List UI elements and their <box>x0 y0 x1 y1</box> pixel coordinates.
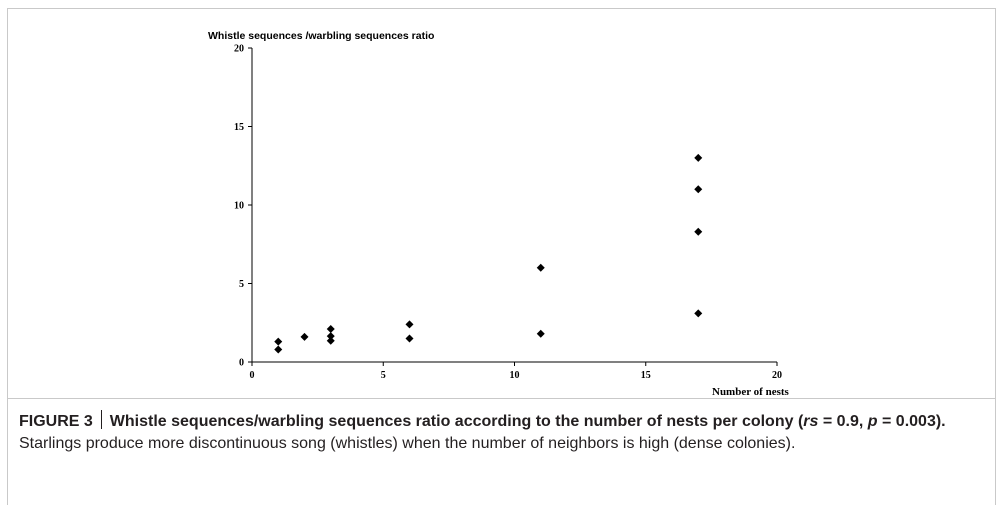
figure-frame <box>7 8 996 505</box>
x-tick-label: 5 <box>381 370 386 381</box>
data-point-diamond <box>405 320 414 329</box>
x-tick-label: 0 <box>250 370 255 381</box>
data-point-diamond <box>536 329 545 338</box>
scatter-chart: Whistle sequences /warbling sequences ra… <box>208 30 790 398</box>
data-point-diamond <box>536 263 545 272</box>
data-point-diamond <box>274 345 283 354</box>
x-tick-label: 20 <box>772 370 782 381</box>
caption-separator <box>100 410 102 429</box>
data-point-diamond <box>300 332 309 341</box>
data-point-diamond <box>274 337 283 346</box>
x-ticks: 0 5 10 15 20 <box>250 362 782 381</box>
y-tick-label: 0 <box>239 358 244 369</box>
data-point-diamond <box>694 309 703 318</box>
y-ticks: 0 5 10 15 20 <box>234 44 252 369</box>
y-tick-label: 5 <box>239 279 244 290</box>
y-axis-label: Whistle sequences /warbling sequences ra… <box>208 30 434 42</box>
data-point-diamond <box>326 332 335 341</box>
data-point-diamond <box>326 325 335 334</box>
figure-statistics: (rs = 0.9, p = 0.003). <box>797 413 946 430</box>
x-tick-label: 10 <box>510 370 520 381</box>
figure-label: FIGURE 3 <box>19 413 93 430</box>
caption-divider <box>7 398 996 399</box>
figure-caption: FIGURE 3 Whistle sequences/warbling seque… <box>19 410 979 455</box>
data-point-diamond <box>694 185 703 194</box>
x-tick-label: 15 <box>641 370 651 381</box>
data-point-diamond <box>405 334 414 343</box>
data-point-diamond <box>326 336 335 345</box>
data-points <box>274 153 703 354</box>
x-axis-label: Number of nests <box>712 386 790 398</box>
figure-title: Whistle sequences/warbling sequences rat… <box>109 413 794 430</box>
y-tick-label: 10 <box>234 201 244 212</box>
y-tick-label: 15 <box>234 122 244 133</box>
data-point-diamond <box>694 153 703 162</box>
figure-description: Starlings produce more discontinuous son… <box>19 435 796 452</box>
data-point-diamond <box>694 227 703 236</box>
y-tick-label: 20 <box>234 44 244 55</box>
